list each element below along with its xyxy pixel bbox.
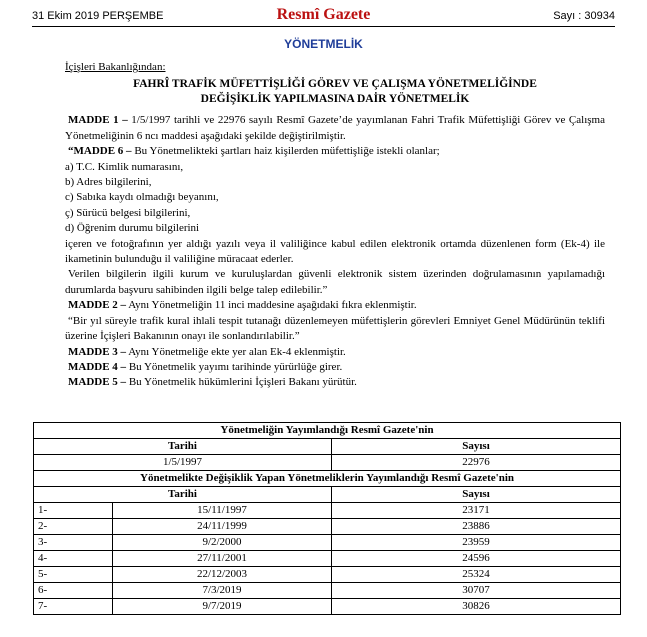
row: Yönetmelikte Değişiklik Yapan Yönetmelik… xyxy=(33,470,621,487)
cell: 22/12/2003 xyxy=(112,566,332,583)
text: Bu Yönetmelik hükümlerini İçişleri Bakan… xyxy=(126,376,357,389)
text: Aynı Yönetmeliğe ekte yer alan Ek-4 ekle… xyxy=(126,345,346,358)
lead: “MADDE 6 – xyxy=(68,145,132,158)
content: İçişleri Bakanlığından: FAHRÎ TRAFİK MÜF… xyxy=(65,60,605,391)
paragraph: MADDE 2 – Aynı Yönetmeliğin 11 inci madd… xyxy=(65,298,605,313)
paragraph: içeren ve fotoğrafının yer aldığı yazılı… xyxy=(65,237,605,266)
lead: MADDE 2 – xyxy=(68,299,127,312)
text: Aynı Yönetmeliğin 11 inci maddesine aşağ… xyxy=(126,299,417,312)
date: 31 Ekim 2019 PERŞEMBE xyxy=(32,10,164,22)
paragraph: c) Sabıka kaydı olmadığı beyanını, xyxy=(65,191,219,204)
cell: 23959 xyxy=(331,534,621,551)
ministry: İçişleri Bakanlığından: xyxy=(65,61,166,73)
row: 1/5/1997 22976 xyxy=(33,454,621,471)
row: 4- 27/11/2001 24596 xyxy=(33,550,621,567)
lead: MADDE 5 – xyxy=(68,376,127,389)
paragraph: MADDE 4 – Bu Yönetmelik yayımı tarihinde… xyxy=(65,360,605,375)
cell: 30707 xyxy=(331,582,621,599)
row: 2- 24/11/1999 23886 xyxy=(33,518,621,535)
cell: 7- xyxy=(33,598,113,615)
cell: 1/5/1997 xyxy=(33,454,332,471)
paragraph: “Bir yıl süreyle trafik kural ihlali tes… xyxy=(65,314,605,343)
cell: 5- xyxy=(33,566,113,583)
row: Yönetmeliğin Yayımlandığı Resmî Gazete'n… xyxy=(33,422,621,439)
cell: 25324 xyxy=(331,566,621,583)
cell: 2- xyxy=(33,518,113,535)
column-header: Sayısı xyxy=(331,486,621,503)
row: 3- 9/2/2000 23959 xyxy=(33,534,621,551)
header: 31 Ekim 2019 PERŞEMBE Resmî Gazete Sayı … xyxy=(32,6,615,27)
gazette-table: Yönetmeliğin Yayımlandığı Resmî Gazete'n… xyxy=(33,422,621,615)
paragraph: Verilen bilgilerin ilgili kurum ve kurul… xyxy=(65,268,605,296)
paragraph: a) T.C. Kimlik numarasını, xyxy=(65,160,184,173)
row: Tarihi Sayısı xyxy=(33,486,621,503)
paragraph: d) Öğrenim durumu bilgilerini xyxy=(65,222,200,235)
cell: 3- xyxy=(33,534,113,551)
text: 1/5/1997 tarihli ve 22976 sayılı Resmî G… xyxy=(65,114,605,142)
table-body: Yönetmeliğin Yayımlandığı Resmî Gazete'n… xyxy=(33,422,621,615)
heading: Yönetmeliğin Yayımlandığı Resmî Gazete'n… xyxy=(33,422,621,439)
cell: 9/2/2000 xyxy=(112,534,332,551)
row: 6- 7/3/2019 30707 xyxy=(33,582,621,599)
text: Bu Yönetmelikteki şartları haiz kişilerd… xyxy=(131,145,440,158)
section-title: YÖNETMELİK xyxy=(284,37,363,51)
paragraph: MADDE 1 – 1/5/1997 tarihli ve 22976 sayı… xyxy=(65,113,605,144)
cell: 27/11/2001 xyxy=(112,550,332,567)
lead: MADDE 3 – xyxy=(68,345,127,358)
doc-title: FAHRÎ TRAFİK MÜFETTİŞLİĞİ GÖREV VE ÇALIŞ… xyxy=(65,77,605,107)
column-header: Tarihi xyxy=(33,486,332,503)
row: Tarihi Sayısı xyxy=(33,438,621,455)
cell: 22976 xyxy=(331,454,621,471)
row: 7- 9/7/2019 30826 xyxy=(33,598,621,615)
column-header: Sayısı xyxy=(331,438,621,455)
lead: MADDE 4 – xyxy=(68,360,127,373)
row: 1- 15/11/1997 23171 xyxy=(33,502,621,519)
cell: 1- xyxy=(33,502,113,519)
cell: 6- xyxy=(33,582,113,599)
row: 5- 22/12/2003 25324 xyxy=(33,566,621,583)
cell: 9/7/2019 xyxy=(112,598,332,615)
paragraph: b) Adres bilgilerini, xyxy=(65,176,152,189)
issue: Sayı : 30934 xyxy=(553,10,615,22)
paragraph: ç) Sürücü belgesi bilgilerini, xyxy=(65,206,191,219)
doc-title-line: DEĞİŞİKLİK YAPILMASINA DAİR YÖNETMELİK xyxy=(200,93,470,106)
cell: 24/11/1999 xyxy=(112,518,332,535)
cell: 15/11/1997 xyxy=(112,502,332,519)
cell: 23171 xyxy=(331,502,621,519)
paragraph: “MADDE 6 – Bu Yönetmelikteki şartları ha… xyxy=(65,144,605,159)
cell: 7/3/2019 xyxy=(112,582,332,599)
heading: Yönetmelikte Değişiklik Yapan Yönetmelik… xyxy=(33,470,621,487)
paragraph: MADDE 5 – Bu Yönetmelik hükümlerini İçiş… xyxy=(65,375,605,390)
cell: 23886 xyxy=(331,518,621,535)
cell: 24596 xyxy=(331,550,621,567)
paragraph: MADDE 3 – Aynı Yönetmeliğe ekte yer alan… xyxy=(65,345,605,360)
text: Bu Yönetmelik yayımı tarihinde yürürlüğe… xyxy=(126,360,343,373)
column-header: Tarihi xyxy=(33,438,332,455)
gazette-title: Resmî Gazete xyxy=(276,6,371,23)
cell: 30826 xyxy=(331,598,621,615)
cell: 4- xyxy=(33,550,113,567)
doc-title-line: FAHRÎ TRAFİK MÜFETTİŞLİĞİ GÖREV VE ÇALIŞ… xyxy=(133,78,537,91)
lead: MADDE 1 – xyxy=(68,114,128,127)
